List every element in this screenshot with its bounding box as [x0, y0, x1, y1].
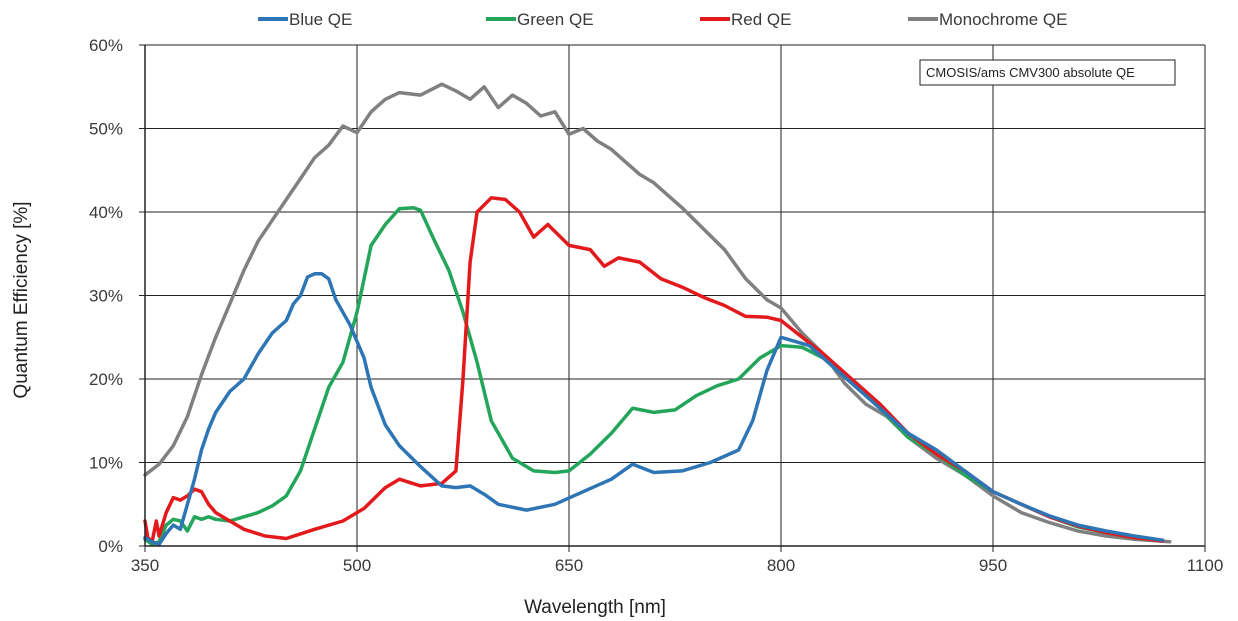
y-tick-label: 10%: [89, 454, 123, 473]
legend-label-red-qe: Red QE: [731, 10, 791, 29]
legend-label-monochrome-qe: Monochrome QE: [939, 10, 1068, 29]
axis-layer: 0% 10% 20% 30% 40% 50% 60% 350 500 650 800 950 1100: [89, 36, 1223, 575]
x-tick-label: 950: [979, 556, 1007, 575]
series-line-green-qe: [143, 206, 1165, 547]
y-tick-label: 20%: [89, 370, 123, 389]
annotation-text: CMOSIS/ams CMV300 absolute QE: [926, 65, 1135, 80]
x-tick-label: 500: [343, 556, 371, 575]
legend: Blue QE Green QE Red QE Monochrome QE: [258, 10, 1068, 29]
y-tick-label: 0%: [98, 537, 123, 556]
legend-label-green-qe: Green QE: [517, 10, 594, 29]
y-axis-title: Quantum Efficiency [%]: [11, 201, 32, 398]
x-tick-label: 650: [555, 556, 583, 575]
annotation-box: [919, 59, 1176, 86]
y-tick-label: 40%: [89, 203, 123, 222]
x-axis-title: Wavelength [nm]: [524, 597, 666, 618]
x-tick-label: 1100: [1187, 556, 1224, 575]
series-layer: [143, 82, 1172, 547]
grid-layer: [144, 44, 1206, 547]
series-line-blue-qe: [143, 272, 1165, 547]
y-tick-label: 60%: [89, 36, 123, 55]
x-tick-label: 800: [767, 556, 795, 575]
x-tick-label: 350: [131, 556, 159, 575]
series-line-red-qe: [143, 196, 1165, 544]
legend-label-blue-qe: Blue QE: [289, 10, 352, 29]
y-tick-label: 30%: [89, 287, 123, 306]
y-tick-label: 50%: [89, 120, 123, 139]
